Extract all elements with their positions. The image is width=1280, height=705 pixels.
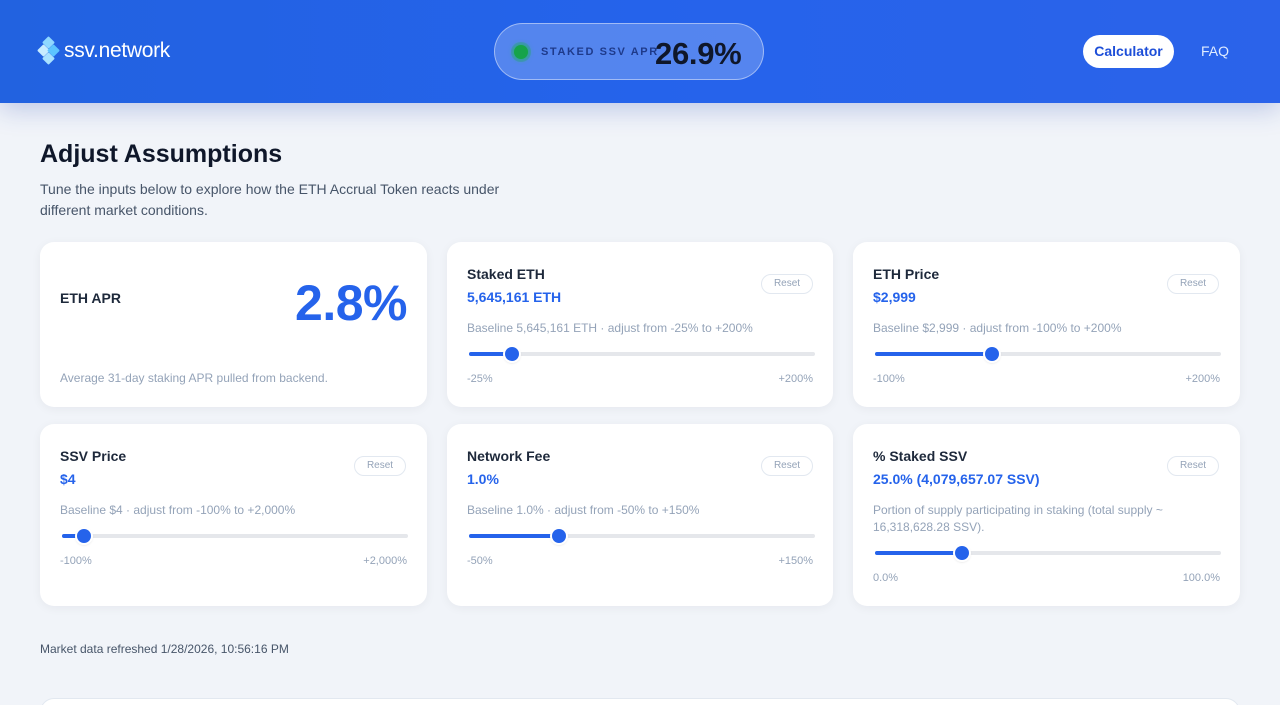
slider-thumb[interactable]: [954, 546, 969, 560]
section-title: Adjust Assumptions: [40, 140, 283, 168]
nav-faq-link[interactable]: FAQ: [1201, 43, 1230, 59]
slider-fill: [469, 352, 512, 356]
network-fee-reset-button[interactable]: Reset: [761, 456, 813, 476]
staked-eth-card: Staked ETH 5,645,161 ETH Reset Baseline …: [447, 242, 833, 407]
eth-price-range-max: +200%: [1185, 373, 1220, 385]
staked-eth-reset-button[interactable]: Reset: [761, 274, 813, 294]
slider-thumb[interactable]: [77, 529, 92, 543]
slider-fill: [875, 352, 992, 356]
staked-ssv-card: % Staked SSV 25.0% (4,079,657.07 SSV) Re…: [853, 424, 1240, 606]
results-card: [40, 698, 1240, 705]
ssv-price-range-min: -100%: [60, 555, 92, 567]
eth-price-value: $2,999: [873, 289, 916, 305]
network-fee-value: 1.0%: [467, 471, 499, 487]
staked-ssv-baseline: Portion of supply participating in staki…: [873, 503, 1163, 534]
staked-ssv-reset-button[interactable]: Reset: [1167, 456, 1219, 476]
apr-label: STAKED SSV APR: [541, 46, 659, 58]
ssv-price-title: SSV Price: [60, 448, 127, 464]
eth-apr-card: ETH APR 2.8% Average 31-day staking APR …: [40, 242, 427, 407]
market-data-refreshed: Market data refreshed 1/28/2026, 10:56:1…: [40, 642, 289, 656]
ssv-price-range-max: +2,000%: [363, 555, 407, 567]
ssv-price-baseline: Baseline $4 · adjust from -100% to +2,00…: [60, 503, 296, 517]
staked-ssv-title: % Staked SSV: [873, 448, 968, 464]
eth-price-range-min: -100%: [873, 373, 905, 385]
staked-eth-value: 5,645,161 ETH: [467, 289, 562, 305]
ssv-price-reset-button[interactable]: Reset: [354, 456, 406, 476]
staked-eth-range-min: -25%: [467, 373, 493, 385]
network-fee-slider[interactable]: [469, 529, 815, 543]
logo-text: ssv.network: [64, 39, 171, 62]
slider-fill: [875, 551, 962, 555]
eth-price-baseline: Baseline $2,999 · adjust from -100% to +…: [873, 321, 1122, 335]
staked-ssv-slider[interactable]: [875, 546, 1221, 560]
network-fee-range-max: +150%: [778, 555, 813, 567]
network-fee-card: Network Fee 1.0% Reset Baseline 1.0% · a…: [447, 424, 833, 606]
section-description: Tune the inputs below to explore how the…: [40, 181, 500, 218]
staked-ssv-value: 25.0% (4,079,657.07 SSV): [873, 471, 1040, 487]
slider-thumb[interactable]: [504, 347, 519, 361]
ssv-price-slider[interactable]: [62, 529, 408, 543]
ssv-price-value: $4: [60, 471, 76, 487]
eth-price-title: ETH Price: [873, 266, 940, 282]
staked-eth-baseline: Baseline 5,645,161 ETH · adjust from -25…: [467, 321, 753, 335]
staked-eth-slider[interactable]: [469, 347, 815, 361]
slider-fill: [469, 534, 559, 538]
staked-eth-title: Staked ETH: [467, 266, 545, 282]
staked-ssv-range-max: 100.0%: [1182, 572, 1220, 584]
ssv-logo-icon: [37, 36, 60, 65]
eth-apr-title: ETH APR: [60, 290, 121, 306]
staked-ssv-range-min: 0.0%: [873, 572, 899, 584]
slider-fill: [62, 534, 85, 538]
eth-price-reset-button[interactable]: Reset: [1167, 274, 1219, 294]
staked-ssv-apr-pill: STAKED SSV APR 26.9%: [494, 23, 764, 80]
eth-apr-note: Average 31-day staking APR pulled from b…: [60, 371, 328, 385]
nav-calculator-button[interactable]: Calculator: [1083, 35, 1174, 68]
slider-thumb[interactable]: [551, 529, 566, 543]
ssv-price-card: SSV Price $4 Reset Baseline $4 · adjust …: [40, 424, 427, 606]
eth-price-slider[interactable]: [875, 347, 1221, 361]
network-fee-range-min: -50%: [467, 555, 493, 567]
eth-price-card: ETH Price $2,999 Reset Baseline $2,999 ·…: [853, 242, 1240, 407]
network-fee-title: Network Fee: [467, 448, 551, 464]
status-dot-icon: [514, 45, 528, 59]
network-fee-baseline: Baseline 1.0% · adjust from -50% to +150…: [467, 503, 700, 517]
apr-value: 26.9%: [655, 36, 742, 71]
logo[interactable]: ssv.network: [37, 36, 171, 66]
eth-apr-value: 2.8%: [295, 275, 407, 331]
slider-thumb[interactable]: [984, 347, 999, 361]
staked-eth-range-max: +200%: [778, 373, 813, 385]
top-header: ssv.network STAKED SSV APR 26.9% Calcula…: [0, 0, 1280, 103]
